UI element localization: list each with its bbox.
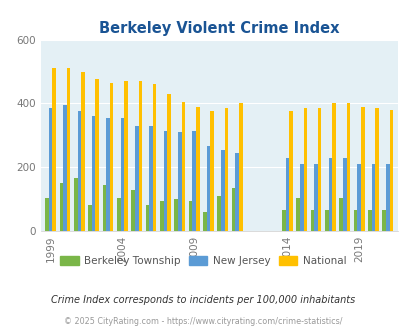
Bar (239, 103, 242, 231)
Bar (95, 80, 99, 231)
Bar (382, 210, 385, 231)
Bar (231, 188, 235, 231)
Bar (63, 105, 66, 231)
Bar (310, 210, 313, 231)
Bar (131, 189, 134, 231)
Bar (196, 107, 199, 231)
Bar (317, 108, 321, 231)
Bar (285, 158, 288, 231)
Bar (149, 126, 153, 231)
Bar (339, 197, 342, 231)
Bar (45, 197, 49, 231)
Title: Berkeley Violent Crime Index: Berkeley Violent Crime Index (99, 21, 339, 36)
Bar (296, 197, 299, 231)
Bar (66, 68, 70, 231)
Bar (356, 164, 360, 231)
Bar (331, 103, 335, 231)
Bar (102, 185, 106, 231)
Text: © 2025 CityRating.com - https://www.cityrating.com/crime-statistics/: © 2025 CityRating.com - https://www.city… (64, 317, 341, 326)
Bar (92, 116, 95, 231)
Bar (145, 206, 149, 231)
Bar (374, 108, 378, 231)
Bar (120, 118, 124, 231)
Bar (206, 147, 210, 231)
Legend: Berkeley Township, New Jersey, National: Berkeley Township, New Jersey, National (55, 252, 350, 270)
Bar (77, 112, 81, 231)
Bar (49, 108, 52, 231)
Bar (224, 108, 228, 231)
Bar (346, 103, 349, 231)
Bar (181, 102, 185, 231)
Bar (174, 199, 177, 231)
Bar (367, 210, 371, 231)
Bar (202, 212, 206, 231)
Bar (153, 84, 156, 231)
Bar (138, 81, 142, 231)
Bar (389, 110, 392, 231)
Bar (324, 210, 328, 231)
Bar (281, 210, 285, 231)
Bar (235, 153, 239, 231)
Bar (88, 206, 92, 231)
Bar (167, 94, 171, 231)
Bar (328, 158, 331, 231)
Bar (60, 183, 63, 231)
Bar (353, 210, 356, 231)
Bar (217, 196, 220, 231)
Bar (74, 178, 77, 231)
Bar (163, 130, 167, 231)
Bar (371, 164, 374, 231)
Bar (160, 201, 163, 231)
Bar (52, 68, 56, 231)
Text: Crime Index corresponds to incidents per 100,000 inhabitants: Crime Index corresponds to incidents per… (51, 295, 354, 305)
Bar (220, 150, 224, 231)
Bar (188, 201, 192, 231)
Bar (106, 118, 110, 231)
Bar (385, 164, 389, 231)
Bar (288, 112, 292, 231)
Bar (81, 72, 85, 231)
Bar (313, 164, 317, 231)
Bar (177, 132, 181, 231)
Bar (360, 107, 364, 231)
Bar (342, 158, 346, 231)
Bar (110, 82, 113, 231)
Bar (192, 130, 196, 231)
Bar (134, 126, 138, 231)
Bar (117, 197, 120, 231)
Bar (303, 108, 306, 231)
Bar (210, 112, 213, 231)
Bar (299, 164, 303, 231)
Bar (124, 81, 128, 231)
